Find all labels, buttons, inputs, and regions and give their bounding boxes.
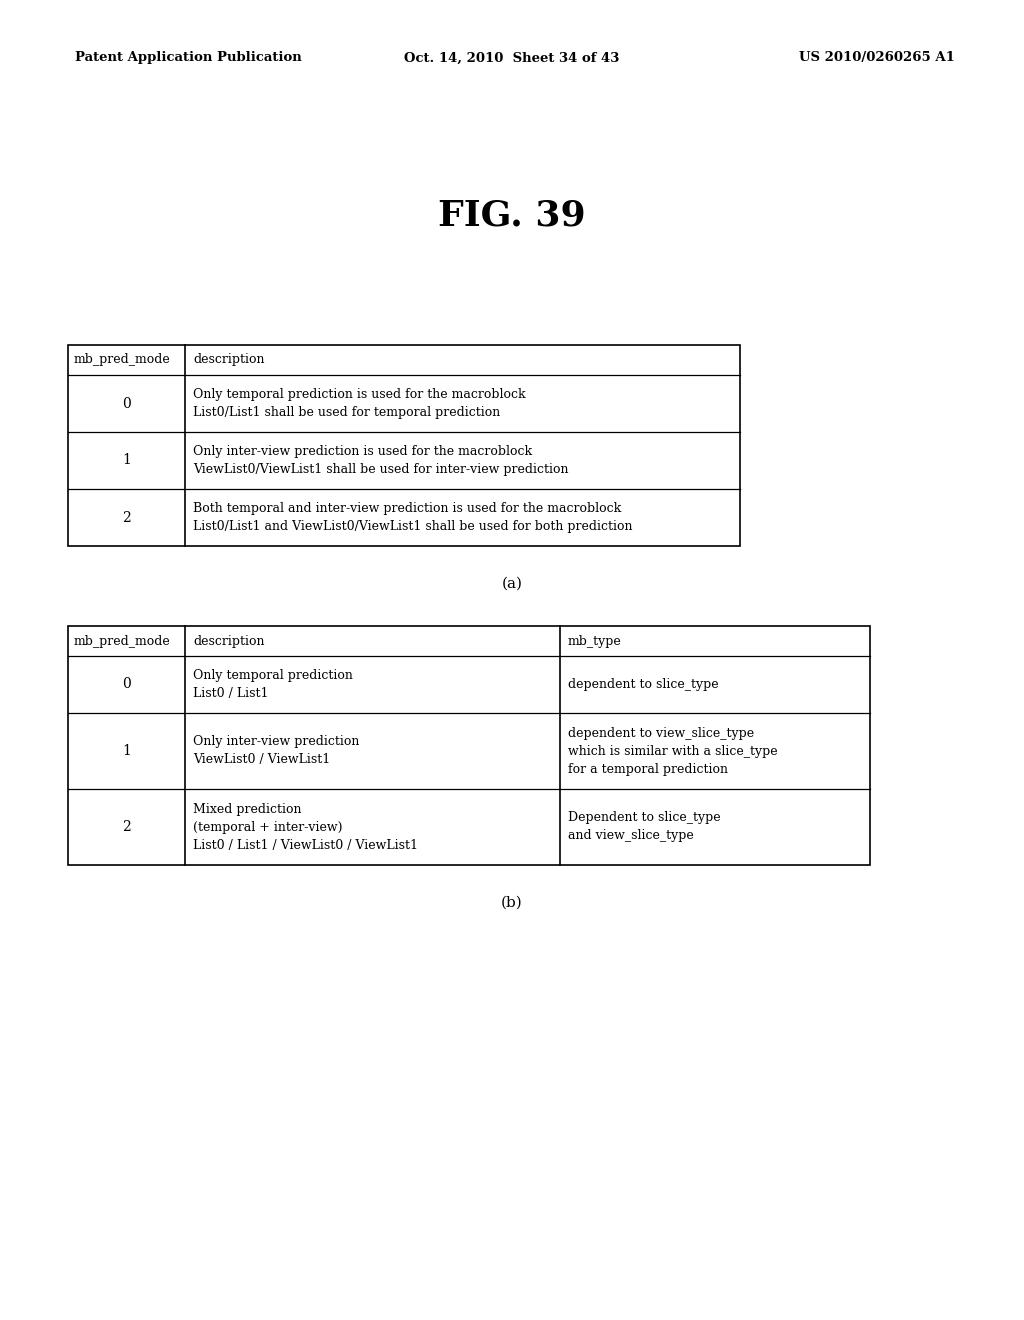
Text: Only temporal prediction
List0 / List1: Only temporal prediction List0 / List1 [193,669,353,700]
Text: Mixed prediction
(temporal + inter-view)
List0 / List1 / ViewList0 / ViewList1: Mixed prediction (temporal + inter-view)… [193,803,418,851]
Text: Only inter-view prediction is used for the macroblock
ViewList0/ViewList1 shall : Only inter-view prediction is used for t… [193,445,568,477]
Text: description: description [193,635,264,648]
Bar [68,626,870,865]
Text: (b): (b) [501,896,523,909]
Text: US 2010/0260265 A1: US 2010/0260265 A1 [799,51,955,65]
Text: 0: 0 [122,677,131,692]
Text: 1: 1 [122,744,131,758]
Text: 1: 1 [122,454,131,467]
Text: 2: 2 [122,511,131,524]
Text: 2: 2 [122,820,131,834]
Text: FIG. 39: FIG. 39 [438,198,586,232]
Text: 0: 0 [122,396,131,411]
Text: description: description [193,354,264,367]
Text: Only inter-view prediction
ViewList0 / ViewList1: Only inter-view prediction ViewList0 / V… [193,735,359,767]
Text: (a): (a) [502,577,522,591]
Text: dependent to view_slice_type
which is similar with a slice_type
for a temporal p: dependent to view_slice_type which is si… [568,726,777,776]
Text: Oct. 14, 2010  Sheet 34 of 43: Oct. 14, 2010 Sheet 34 of 43 [404,51,620,65]
Text: mb_pred_mode: mb_pred_mode [74,354,171,367]
Text: dependent to slice_type: dependent to slice_type [568,678,719,690]
Text: Only temporal prediction is used for the macroblock
List0/List1 shall be used fo: Only temporal prediction is used for the… [193,388,525,418]
Text: mb_type: mb_type [568,635,622,648]
Text: Both temporal and inter-view prediction is used for the macroblock
List0/List1 a: Both temporal and inter-view prediction … [193,502,633,533]
Text: Patent Application Publication: Patent Application Publication [75,51,302,65]
Text: mb_pred_mode: mb_pred_mode [74,635,171,648]
Text: Dependent to slice_type
and view_slice_type: Dependent to slice_type and view_slice_t… [568,812,721,842]
Bar [68,345,740,546]
